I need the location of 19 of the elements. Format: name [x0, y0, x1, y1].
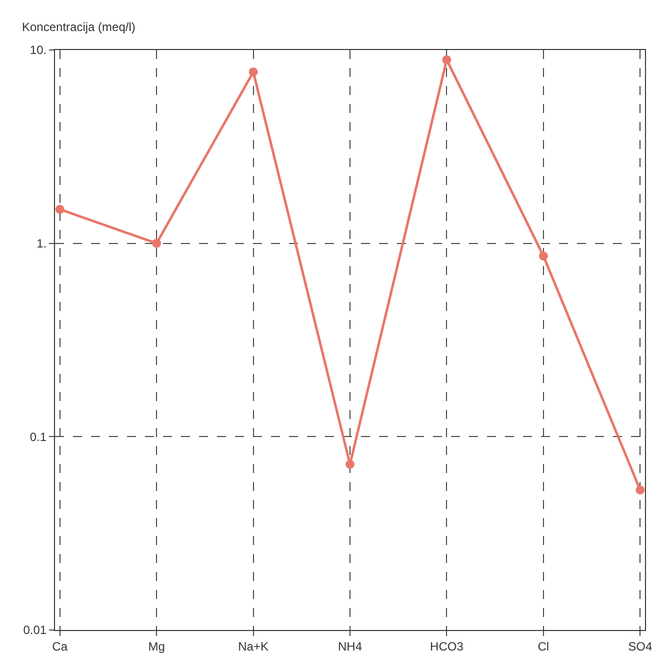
- y-tick-label: 10.: [30, 43, 47, 58]
- y-tick-label: 0.01: [23, 623, 47, 638]
- x-tick-label: Cl: [538, 639, 550, 654]
- y-axis-title: Koncentracija (meq/l): [22, 20, 136, 34]
- point: [55, 204, 64, 214]
- point: [248, 67, 258, 76]
- x-tick-label: SO4: [628, 639, 652, 654]
- point: [442, 55, 452, 64]
- x-tick-label: Ca: [52, 639, 68, 654]
- x-tick-label: Mg: [148, 639, 165, 654]
- x-tick-label: Na+K: [238, 639, 268, 654]
- x-tick-label: HCO3: [430, 639, 464, 654]
- point: [346, 460, 354, 469]
- x-tick-label: NH4: [338, 639, 362, 654]
- point: [636, 485, 645, 494]
- point: [152, 238, 162, 248]
- point: [538, 252, 548, 260]
- y-tick-label: 1.: [36, 236, 47, 251]
- y-tick-label: 0.1: [30, 430, 47, 444]
